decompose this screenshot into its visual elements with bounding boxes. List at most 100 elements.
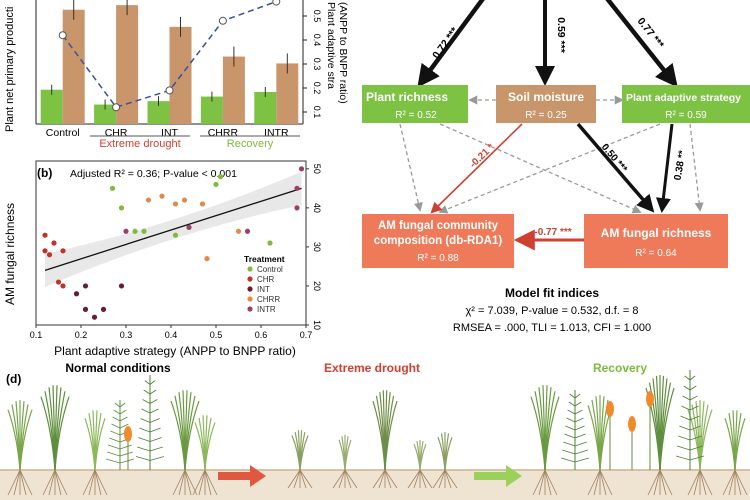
fern-leaf bbox=[689, 385, 697, 391]
scatter-point bbox=[60, 248, 66, 254]
root bbox=[384, 469, 392, 489]
root bbox=[13, 469, 21, 496]
root bbox=[178, 469, 186, 496]
root bbox=[444, 469, 458, 489]
panel-a-y-right-label-1: Plant adaptive stra bbox=[325, 2, 337, 89]
arrow-to-recovery-icon bbox=[474, 465, 522, 487]
root bbox=[94, 469, 102, 496]
node-plant-richness-title: Plant richness bbox=[366, 90, 448, 104]
fern-leaf bbox=[568, 401, 576, 407]
fern-leaf bbox=[681, 405, 691, 411]
fern-leaf bbox=[683, 385, 691, 391]
root bbox=[344, 469, 352, 489]
panel-b-ylabel: AM fungal richness bbox=[3, 203, 17, 305]
legend-label: INT bbox=[257, 285, 270, 294]
scatter-point bbox=[118, 205, 125, 211]
root bbox=[659, 469, 673, 496]
anpp-bar bbox=[40, 89, 63, 124]
regression-line bbox=[44, 187, 302, 271]
scatter-point bbox=[109, 185, 116, 191]
root bbox=[192, 469, 206, 496]
root bbox=[407, 469, 421, 489]
node-plant-adaptive-title: Plant adaptive strategy bbox=[626, 92, 741, 104]
ratio-point bbox=[112, 103, 121, 112]
scatter-point bbox=[199, 201, 206, 207]
grass-blade bbox=[94, 418, 106, 471]
root bbox=[419, 469, 427, 489]
grass-blade bbox=[544, 396, 560, 471]
panel-b-label: (b) bbox=[37, 166, 52, 180]
y-tick-label: 30 bbox=[312, 242, 322, 252]
fern-leaf bbox=[689, 455, 705, 461]
scatter-point bbox=[42, 248, 48, 254]
ns-path bbox=[439, 123, 642, 214]
fern-leaf bbox=[677, 445, 691, 451]
node-plant-richness-r2: R² = 0.52 bbox=[395, 110, 437, 121]
bnpp-bar bbox=[116, 5, 139, 124]
node-amf-richness-title: AM fungal richness bbox=[601, 226, 712, 240]
root bbox=[532, 469, 546, 496]
fern-leaf bbox=[689, 435, 702, 441]
path-arrow-p6 bbox=[655, 123, 674, 213]
scatter-point bbox=[132, 228, 138, 234]
fern-leaf bbox=[119, 402, 126, 408]
recovery-title: Recovery bbox=[593, 361, 647, 375]
scatter-point bbox=[294, 185, 300, 191]
scatter-point bbox=[42, 232, 48, 238]
grass-blade bbox=[444, 437, 453, 471]
grass-blade bbox=[419, 443, 427, 471]
root bbox=[299, 469, 313, 489]
panel-a-right-ticks: 0.5 0.4 0.3 0.2 0.1 bbox=[303, 10, 322, 118]
panel-a: Plant net primary producti Control CHR INT… bbox=[4, 0, 349, 150]
root bbox=[544, 469, 558, 496]
root bbox=[54, 469, 68, 496]
path-coef-p7: -0.77 *** bbox=[534, 227, 571, 238]
fern-leaf bbox=[107, 451, 121, 457]
fern-leaf bbox=[574, 449, 588, 455]
node-amf-richness: AM fungal richness R² = 0.64 bbox=[584, 214, 728, 268]
fern-leaf bbox=[149, 389, 157, 395]
fern-leaf bbox=[689, 425, 701, 431]
root bbox=[344, 469, 358, 489]
grass-blade bbox=[699, 409, 713, 471]
scatter-point bbox=[244, 228, 251, 234]
fern-leaf bbox=[119, 409, 127, 415]
panel-b-y-ticks: 10 20 30 40 50 bbox=[306, 164, 322, 330]
root bbox=[198, 469, 206, 496]
y-tick-label: 40 bbox=[312, 203, 322, 213]
fern-leaf bbox=[137, 446, 151, 452]
normal-conditions-label: Normal conditions bbox=[65, 361, 171, 375]
anpp-bar bbox=[94, 104, 117, 124]
ns-path bbox=[438, 123, 661, 214]
fern-leaf bbox=[689, 375, 696, 381]
node-plant-richness: Plant richness R² = 0.52 bbox=[362, 85, 468, 123]
fern-leaf bbox=[679, 425, 691, 431]
arrow-to-drought-icon bbox=[218, 465, 266, 487]
panel-d: (d) Normal conditions Extreme drought Re… bbox=[0, 361, 750, 500]
root bbox=[419, 469, 433, 489]
grass-blade bbox=[19, 409, 33, 471]
fern-leaf bbox=[574, 401, 582, 407]
scatter-point bbox=[267, 240, 273, 246]
ns-path bbox=[399, 123, 423, 212]
flower-bud-icon bbox=[606, 401, 614, 417]
legend-label: Control bbox=[257, 265, 283, 274]
root bbox=[699, 469, 707, 496]
fern-leaf bbox=[560, 457, 576, 463]
node-soil-moisture: Soil moisture R² = 0.25 bbox=[496, 85, 596, 123]
ratio-point bbox=[218, 16, 227, 25]
fern-leaf bbox=[574, 409, 583, 415]
panel-b-stats: Adjusted R² = 0.36; P-value < 0.001 bbox=[70, 168, 237, 180]
right-tick-label: 0.3 bbox=[312, 58, 322, 71]
scatter-point bbox=[204, 256, 210, 262]
scatter-point bbox=[60, 283, 66, 289]
panel-b: (b) Adjusted R² = 0.36; P-value < 0.001 … bbox=[3, 160, 322, 358]
fern-leaf bbox=[566, 417, 576, 423]
x-tick-label: 0.7 bbox=[300, 330, 313, 340]
panel-a-bars: Control CHR INT CHRR INTR bbox=[40, 0, 299, 139]
root bbox=[599, 469, 613, 496]
panel-d-label: (d) bbox=[6, 372, 21, 386]
fern-leaf bbox=[119, 416, 128, 422]
root bbox=[19, 469, 33, 496]
